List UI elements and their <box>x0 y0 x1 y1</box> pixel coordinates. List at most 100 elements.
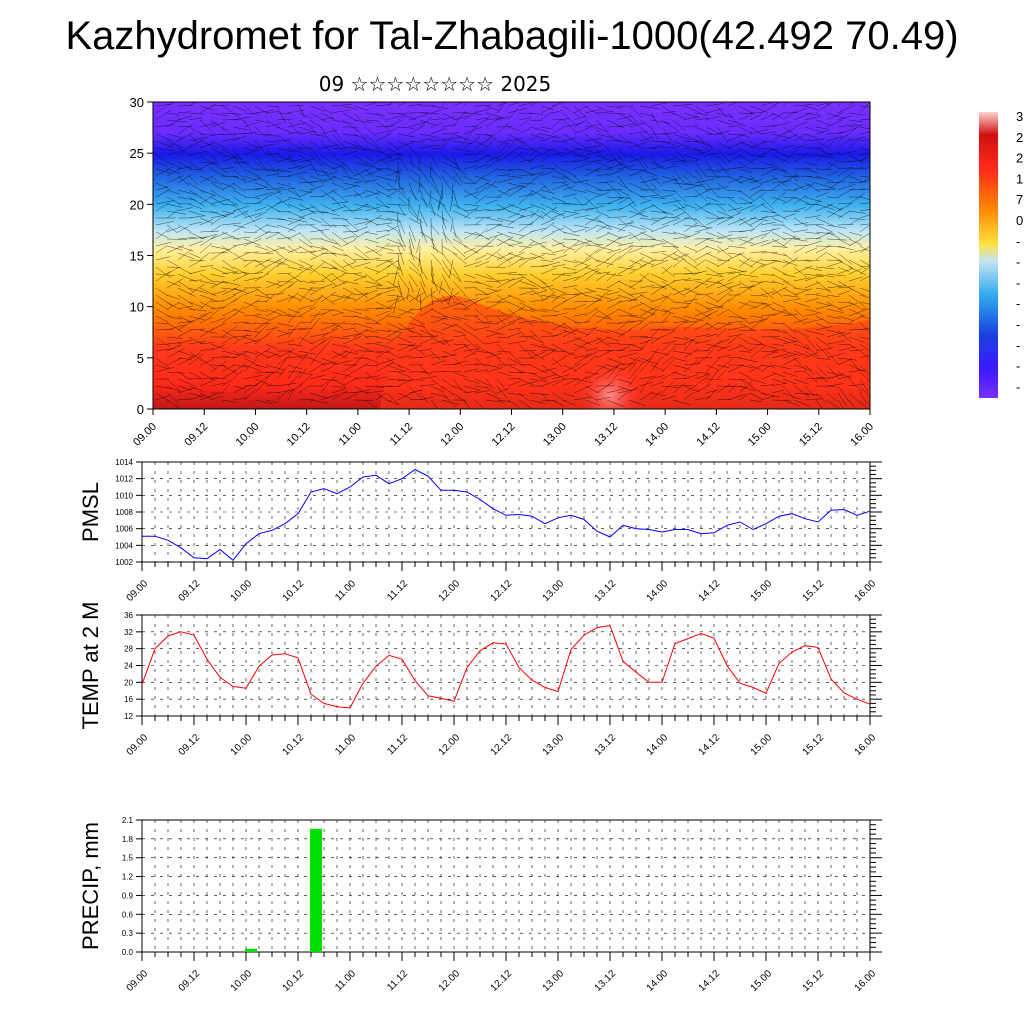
wind-barb <box>793 350 808 357</box>
wind-barb <box>188 392 205 398</box>
wind-barb <box>287 364 303 370</box>
wind-barb <box>243 389 256 401</box>
wind-barb <box>760 364 775 368</box>
wind-barb <box>408 113 428 121</box>
wind-barb <box>397 378 413 382</box>
wind-barb <box>859 105 870 108</box>
wind-barb <box>804 138 825 142</box>
wind-barb <box>166 392 179 403</box>
wind-barb <box>265 190 281 198</box>
wind-barb <box>331 147 345 150</box>
wind-barb <box>606 399 625 408</box>
wind-barb <box>375 229 390 233</box>
wind-barb <box>650 329 669 331</box>
wind-barb <box>199 217 213 224</box>
wind-barb <box>804 215 821 219</box>
wind-barb <box>254 154 267 170</box>
wind-barb <box>694 277 712 289</box>
wind-barb <box>430 182 442 198</box>
wind-barb <box>595 105 608 111</box>
wind-barb <box>265 325 276 338</box>
wind-barb <box>859 126 870 130</box>
wind-barb <box>595 291 609 303</box>
wind-barb <box>672 104 693 107</box>
wind-barb <box>749 364 763 373</box>
wind-barb <box>353 140 366 151</box>
wind-barb <box>265 308 282 315</box>
xtick-label: 09.00 <box>125 732 151 758</box>
wind-barb <box>749 343 761 352</box>
wind-barb <box>408 125 426 135</box>
wind-barb <box>430 259 434 277</box>
wind-barb <box>221 379 233 387</box>
wind-barb <box>683 315 704 321</box>
wind-barb <box>276 366 288 380</box>
wind-barb <box>694 178 715 184</box>
wind-barb <box>452 344 471 352</box>
wind-barb <box>276 210 290 213</box>
wind-barb <box>749 336 763 345</box>
ytick-label: 2.1 <box>122 816 134 825</box>
wind-barb <box>815 231 835 235</box>
wind-barb <box>716 287 733 296</box>
wind-barb <box>416 287 421 300</box>
wind-barb <box>320 144 339 149</box>
wind-barb <box>485 217 504 222</box>
wind-barb <box>661 199 681 205</box>
wind-barb <box>551 102 566 107</box>
wind-barb <box>826 259 842 262</box>
ytick-label: 12 <box>124 712 133 721</box>
wind-barb <box>507 175 523 178</box>
wind-barb <box>397 110 410 121</box>
heatmap-xtick-label: 10.00 <box>234 421 262 449</box>
wind-barb <box>485 364 500 368</box>
wind-barb <box>793 315 806 325</box>
wind-barb <box>672 216 690 226</box>
wind-barb <box>848 154 865 164</box>
wind-barb <box>254 191 274 198</box>
wind-barb <box>529 336 543 344</box>
wind-barb <box>331 273 346 285</box>
wind-barb <box>551 242 565 247</box>
wind-barb <box>573 258 592 268</box>
wind-barb <box>419 392 429 404</box>
wind-barb <box>408 103 423 107</box>
wind-barb <box>848 159 864 163</box>
wind-barb <box>672 133 692 141</box>
wind-barb <box>276 237 290 240</box>
wind-barb <box>243 350 258 355</box>
wind-barb <box>705 116 720 121</box>
wind-barb <box>606 364 620 373</box>
wind-barb <box>188 279 202 282</box>
wind-barb <box>309 297 322 303</box>
wind-barb <box>848 181 868 184</box>
wind-barb <box>320 272 333 282</box>
wind-barb <box>540 206 558 219</box>
wind-barb <box>628 365 642 380</box>
wind-barb <box>331 201 349 205</box>
wind-barb <box>826 285 847 289</box>
wind-barb <box>276 382 297 387</box>
wind-barb <box>782 336 798 343</box>
wind-barb <box>485 236 498 247</box>
wind-barb <box>562 186 575 191</box>
wind-barb <box>430 385 444 393</box>
wind-barb <box>254 347 271 359</box>
wind-barb <box>199 233 218 240</box>
wind-barb <box>661 340 677 345</box>
wind-barb <box>793 287 809 291</box>
wind-barb <box>804 336 819 351</box>
wind-barb <box>639 112 655 117</box>
wind-barb <box>188 353 205 366</box>
wind-barb <box>364 399 379 409</box>
wind-barb <box>287 350 303 357</box>
wind-barb <box>463 136 481 149</box>
wind-barb <box>837 290 851 296</box>
wind-barb <box>254 399 273 405</box>
wind-barb <box>441 116 455 121</box>
wind-barb <box>496 378 508 392</box>
wind-barb <box>199 359 214 366</box>
wind-barb <box>749 202 765 212</box>
wind-barb <box>276 147 295 153</box>
wind-barb <box>254 380 267 394</box>
